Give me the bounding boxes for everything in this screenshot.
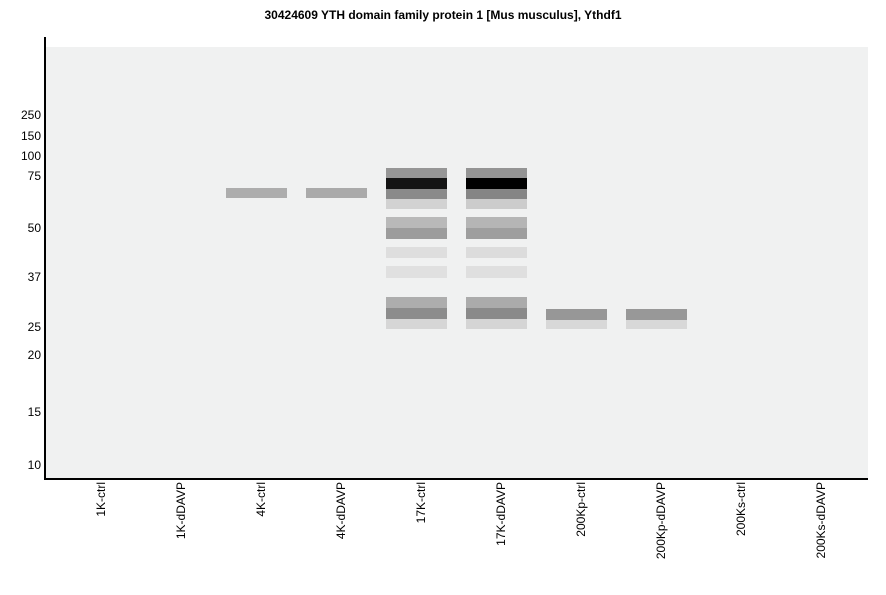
y-tick-label-100kda: 100 bbox=[20, 149, 41, 163]
lane-label-4k-ddavp: 4K-dDAVP bbox=[334, 482, 348, 540]
protein-band-17k-ddavp-30kda bbox=[466, 297, 527, 308]
y-tick-label-250kda: 250 bbox=[20, 108, 41, 122]
protein-band-200kp-ctrl-25.5kda bbox=[546, 320, 607, 329]
protein-band-17k-ctrl-28kda bbox=[386, 308, 447, 319]
y-tick-label-25kda: 25 bbox=[27, 320, 41, 334]
protein-band-4k-ctrl-65kda bbox=[226, 188, 287, 198]
protein-band-17k-ddavp-52kda bbox=[466, 217, 527, 228]
protein-band-17k-ctrl-30kda bbox=[386, 297, 447, 308]
y-axis-line bbox=[44, 37, 46, 480]
lane-label-17k-ctrl: 17K-ctrl bbox=[414, 482, 428, 524]
protein-band-17k-ddavp-70kda bbox=[466, 178, 527, 189]
lane-label-17k-ddavp: 17K-dDAVP bbox=[494, 482, 508, 546]
protein-band-4k-ddavp-65kda bbox=[306, 188, 367, 198]
lane-label-200ks-ddavp: 200Ks-dDAVP bbox=[814, 482, 828, 559]
protein-band-17k-ddavp-38kda bbox=[466, 266, 527, 278]
y-tick-label-10kda: 10 bbox=[27, 458, 41, 472]
y-tick-label-15kda: 15 bbox=[27, 405, 41, 419]
protein-band-17k-ddavp-28kda bbox=[466, 308, 527, 319]
protein-band-200kp-ctrl-27.5kda bbox=[546, 309, 607, 320]
protein-band-17k-ddavp-65kda bbox=[466, 189, 527, 199]
y-tick-label-50kda: 50 bbox=[27, 221, 41, 235]
protein-band-17k-ctrl-60kda bbox=[386, 199, 447, 209]
lane-label-200kp-ddavp: 200Kp-dDAVP bbox=[654, 482, 668, 560]
figure-title: 30424609 YTH domain family protein 1 [Mu… bbox=[264, 8, 622, 22]
protein-band-200kp-ddavp-27.5kda bbox=[626, 309, 687, 320]
protein-band-17k-ctrl-25.5kda bbox=[386, 319, 447, 329]
y-tick-label-37kda: 37 bbox=[27, 270, 41, 284]
y-tick-label-150kda: 150 bbox=[20, 129, 41, 143]
protein-band-17k-ctrl-38kda bbox=[386, 266, 447, 278]
lane-label-200kp-ctrl: 200Kp-ctrl bbox=[574, 482, 588, 537]
lane-label-1k-ctrl: 1K-ctrl bbox=[94, 482, 108, 517]
lane-label-1k-ddavp: 1K-dDAVP bbox=[174, 482, 188, 540]
lane-label-4k-ctrl: 4K-ctrl bbox=[254, 482, 268, 517]
protein-band-17k-ddavp-60kda bbox=[466, 199, 527, 209]
protein-band-17k-ctrl-52kda bbox=[386, 217, 447, 228]
protein-band-17k-ddavp-48kda bbox=[466, 228, 527, 239]
y-tick-label-75kda: 75 bbox=[27, 169, 41, 183]
protein-band-17k-ctrl-48kda bbox=[386, 228, 447, 239]
x-axis-line bbox=[44, 478, 868, 480]
protein-band-17k-ddavp-79kda bbox=[466, 168, 527, 178]
protein-band-17k-ddavp-25.5kda bbox=[466, 319, 527, 329]
lane-label-200ks-ctrl: 200Ks-ctrl bbox=[734, 482, 748, 537]
protein-band-200kp-ddavp-25.5kda bbox=[626, 320, 687, 329]
protein-band-17k-ctrl-70kda bbox=[386, 178, 447, 189]
protein-band-17k-ctrl-43kda bbox=[386, 247, 447, 258]
plot-area bbox=[46, 47, 868, 478]
protein-band-17k-ctrl-79kda bbox=[386, 168, 447, 178]
protein-band-17k-ddavp-43kda bbox=[466, 247, 527, 258]
y-tick-label-20kda: 20 bbox=[27, 348, 41, 362]
protein-band-17k-ctrl-65kda bbox=[386, 189, 447, 199]
